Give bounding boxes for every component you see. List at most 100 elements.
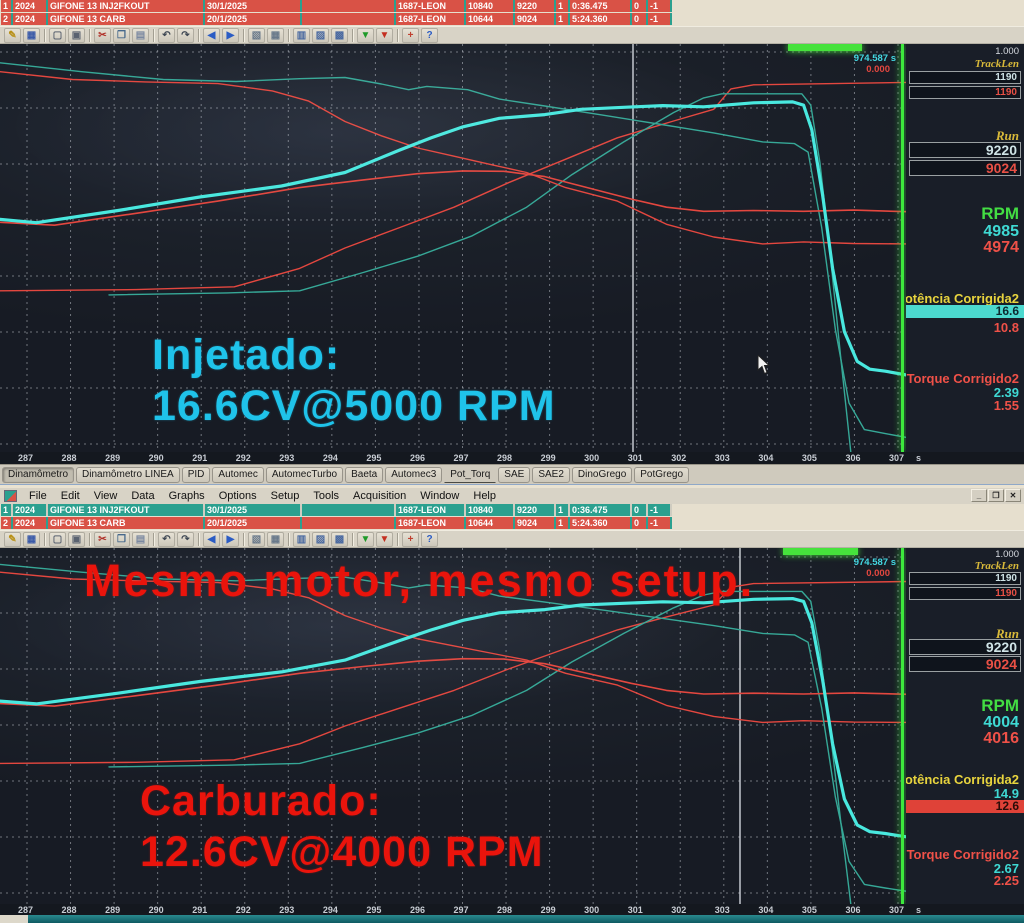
tab-baeta[interactable]: Baeta xyxy=(345,466,384,483)
import-run-icon[interactable]: ▼ xyxy=(357,531,374,547)
run-cell: GIFONE 13 CARB xyxy=(48,517,203,529)
zoom-chart-icon[interactable]: ▧ xyxy=(248,531,265,547)
data-grid-icon[interactable]: ▦ xyxy=(267,27,284,43)
run-cell: 30/1/2025 xyxy=(205,504,300,516)
dyno-plot xyxy=(0,548,908,904)
run-row-2[interactable]: 2 2024 GIFONE 13 CARB 20/1/2025 1687-LEON 106… xyxy=(1,13,672,25)
export-run-icon[interactable]: ▼ xyxy=(376,531,393,547)
toolbar-separator xyxy=(153,28,154,42)
zoom-chart-icon[interactable]: ▧ xyxy=(248,27,265,43)
copy-icon[interactable]: ❐ xyxy=(113,531,130,547)
tab-potgrego[interactable]: PotGrego xyxy=(634,466,690,483)
tab-dinogrego[interactable]: DinoGrego xyxy=(571,466,633,483)
run-label: Run xyxy=(995,626,1019,641)
menu-file[interactable]: File xyxy=(29,490,47,502)
restore-button[interactable]: ❐ xyxy=(988,489,1004,502)
cursor-line[interactable] xyxy=(901,548,904,904)
tab-sae[interactable]: SAE xyxy=(498,466,531,483)
menu-edit[interactable]: Edit xyxy=(60,490,80,502)
paste-icon[interactable]: ▤ xyxy=(132,27,149,43)
crosshair-icon[interactable]: + xyxy=(402,27,419,43)
tab-pot-torq[interactable]: Pot_Torq xyxy=(444,467,497,483)
toolbar-separator xyxy=(352,28,353,42)
close-button[interactable]: ✕ xyxy=(1005,489,1021,502)
window-tile-icon[interactable]: ▣ xyxy=(68,531,85,547)
chart-overlay-icon[interactable]: ▩ xyxy=(331,531,348,547)
cut-icon[interactable]: ✂ xyxy=(94,27,111,43)
chart-overlay-icon[interactable]: ▩ xyxy=(331,27,348,43)
selection-range-bar[interactable] xyxy=(783,548,858,555)
data-grid-icon[interactable]: ▦ xyxy=(267,531,284,547)
x-tick: 298 xyxy=(497,453,513,463)
run-row-1[interactable]: 1 2024 GIFONE 13 INJ2FKOUT 30/1/2025 1687-LE… xyxy=(1,504,672,516)
x-tick: 291 xyxy=(192,453,208,463)
next-run-icon[interactable]: ▶ xyxy=(222,531,239,547)
tab-automec[interactable]: Automec xyxy=(212,466,264,483)
tab-sae2[interactable]: SAE2 xyxy=(532,466,570,483)
crosshair-icon[interactable]: + xyxy=(402,531,419,547)
tab-pid[interactable]: PID xyxy=(181,466,211,483)
edit-icon[interactable]: ✎ xyxy=(4,531,21,547)
export-run-icon[interactable]: ▼ xyxy=(376,27,393,43)
menu-bar: File Edit View Data Graphs Options Setup Tools A… xyxy=(0,488,1024,504)
x-tick: 307 xyxy=(889,905,905,915)
minimize-button[interactable]: _ xyxy=(971,489,987,502)
chart-compare-icon[interactable]: ▨ xyxy=(312,27,329,43)
paste-icon[interactable]: ▤ xyxy=(132,531,149,547)
undo-icon[interactable]: ↶ xyxy=(158,531,175,547)
selection-range-bar[interactable] xyxy=(788,44,862,51)
layout-tabs: Dinamômetro Dinamômetro LINEA PID Automec Au… xyxy=(0,464,1024,484)
chart-compare-icon[interactable]: ▨ xyxy=(312,531,329,547)
menu-acquisition[interactable]: Acquisition xyxy=(353,490,407,502)
toolbar-separator xyxy=(89,532,90,546)
menu-help[interactable]: Help xyxy=(473,490,496,502)
cursor-line[interactable] xyxy=(901,44,904,452)
menu-options[interactable]: Options xyxy=(218,490,257,502)
chart-view-icon[interactable]: ▥ xyxy=(293,531,310,547)
window-icon[interactable]: ▢ xyxy=(49,27,66,43)
help-icon[interactable]: ? xyxy=(421,27,438,43)
previous-run-icon[interactable]: ◀ xyxy=(203,531,220,547)
cut-icon[interactable]: ✂ xyxy=(94,531,111,547)
run-cell: 0 xyxy=(632,517,646,529)
menu-setup[interactable]: Setup xyxy=(270,490,300,502)
menu-data[interactable]: Data xyxy=(131,490,155,502)
tab-automec3[interactable]: Automec3 xyxy=(385,466,443,483)
import-run-icon[interactable]: ▼ xyxy=(357,27,374,43)
next-run-icon[interactable]: ▶ xyxy=(222,27,239,43)
annotation-line1: Injetado: xyxy=(152,331,341,379)
tab-dinam-metro-linea[interactable]: Dinamômetro LINEA xyxy=(76,466,180,483)
menu-tools[interactable]: Tools xyxy=(313,490,340,502)
run-cell: 0 xyxy=(632,13,646,25)
tab-dinam-metro[interactable]: Dinamômetro xyxy=(2,466,75,483)
menu-graphs[interactable]: Graphs xyxy=(168,490,205,502)
dyno-chart-injetado[interactable]: 974.587 s 0.000 Injetado: 16.6CV@5000 RP… xyxy=(0,44,1024,452)
redo-icon[interactable]: ↷ xyxy=(177,27,194,43)
previous-run-icon[interactable]: ◀ xyxy=(203,27,220,43)
dyno-chart-carburado[interactable]: 974.587 s 0.000 Mesmo motor, mesmo setup… xyxy=(0,548,1024,904)
run-row-2[interactable]: 2 2024 GIFONE 13 CARB 20/1/2025 1687-LEON 106… xyxy=(1,517,672,529)
select-grid-icon[interactable]: ▦ xyxy=(23,531,40,547)
run-run1-value: 9220 xyxy=(985,142,1017,158)
x-tick: 299 xyxy=(540,905,556,915)
redo-icon[interactable]: ↷ xyxy=(177,531,194,547)
x-tick: 304 xyxy=(758,905,774,915)
run-cell: 10644 xyxy=(466,517,513,529)
x-tick: 290 xyxy=(148,905,164,915)
tab-automecturbo[interactable]: AutomecTurbo xyxy=(265,466,344,483)
undo-icon[interactable]: ↶ xyxy=(158,27,175,43)
menu-view[interactable]: View xyxy=(93,490,118,502)
run-cell: GIFONE 13 INJ2FKOUT xyxy=(48,0,203,12)
edit-icon[interactable]: ✎ xyxy=(4,27,21,43)
help-icon[interactable]: ? xyxy=(421,531,438,547)
select-grid-icon[interactable]: ▦ xyxy=(23,27,40,43)
window-icon[interactable]: ▢ xyxy=(49,531,66,547)
menu-window[interactable]: Window xyxy=(420,490,460,502)
rpm-label: RPM xyxy=(981,696,1019,715)
copy-icon[interactable]: ❐ xyxy=(113,27,130,43)
run-cell: 9220 xyxy=(515,0,554,12)
chart-view-icon[interactable]: ▥ xyxy=(293,27,310,43)
window-tile-icon[interactable]: ▣ xyxy=(68,27,85,43)
tracklen-run1-value: 1190 xyxy=(995,573,1017,584)
run-row-1[interactable]: 1 2024 GIFONE 13 INJ2FKOUT 30/1/2025 1687-LE… xyxy=(1,0,672,12)
